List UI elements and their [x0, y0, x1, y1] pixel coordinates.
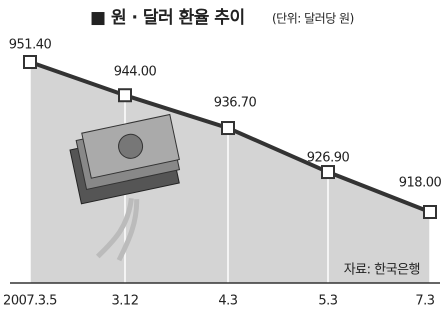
marker	[424, 206, 436, 218]
source-note: 자료: 한국은행	[344, 262, 420, 278]
marker	[222, 122, 234, 134]
x-tick-label: 3.12	[112, 294, 139, 309]
marker	[24, 56, 36, 68]
marker	[119, 89, 131, 101]
marker	[322, 166, 334, 178]
x-tick-label: 4.3	[218, 294, 237, 309]
chart-subtitle: (단위: 달러당 원)	[272, 12, 354, 26]
x-tick-label: 7.3	[415, 294, 434, 309]
x-tick-label: 2007.3.5	[3, 294, 57, 309]
data-label: 936.70	[214, 96, 257, 111]
chart: ■ 원 · 달러 환율 추이 (단위: 달러당 원) 951.40 2007.3.…	[0, 0, 444, 313]
data-label: 926.90	[307, 151, 350, 166]
data-label: 944.00	[114, 65, 157, 80]
data-label: 918.00	[399, 176, 442, 191]
data-label: 951.40	[9, 38, 52, 53]
chart-title: ■ 원 · 달러 환율 추이	[90, 7, 245, 28]
x-tick-label: 5.3	[318, 294, 337, 309]
